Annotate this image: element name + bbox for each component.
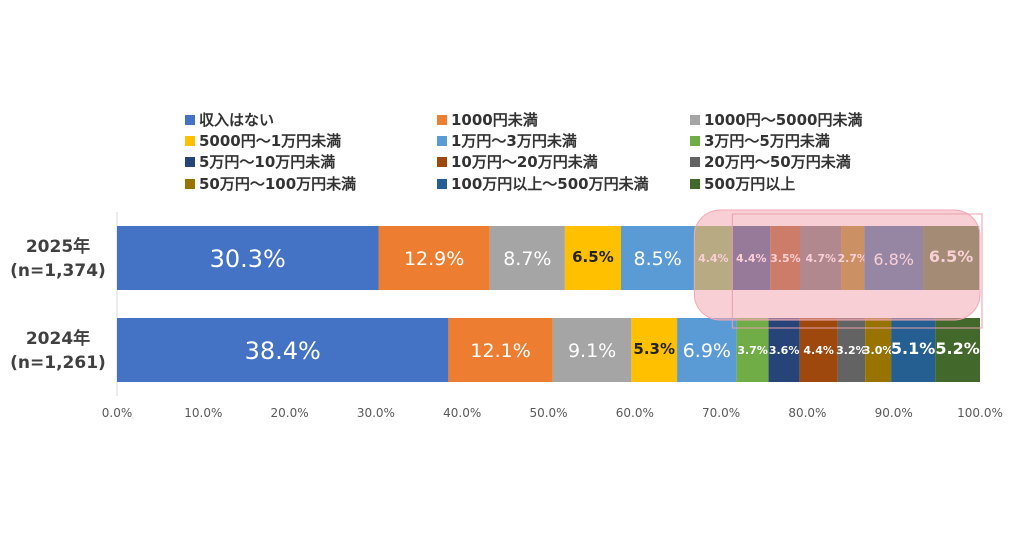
legend-label: 50万円～100万円未満 [199, 175, 356, 193]
row-labels: 2025年 (n=1,374) 2024年 (n=1,261) [10, 236, 106, 373]
x-tick-label: 90.0% [875, 406, 913, 420]
x-tick-label: 100.0% [957, 406, 1003, 420]
legend-swatch [690, 179, 700, 189]
legend-swatch [185, 179, 195, 189]
legend-item: 1000円～5000円未満 [690, 111, 863, 129]
legend-item: 50万円～100万円未満 [185, 175, 356, 193]
legend-label: 20万円～50万円未満 [704, 153, 851, 171]
bar-segment [736, 318, 769, 382]
data-label: 9.1% [568, 340, 616, 362]
bar-segment [564, 226, 621, 290]
bar-segment [378, 226, 490, 290]
data-label: 4.4% [803, 344, 834, 357]
legend-label: 3万円～5万円未満 [704, 132, 830, 150]
x-tick-label: 40.0% [443, 406, 481, 420]
bar-segment [489, 226, 565, 290]
bar-segment [677, 318, 737, 382]
bar-segment [552, 318, 632, 382]
legend-item: 収入はない [185, 111, 274, 129]
bar-segment [631, 318, 678, 382]
legend-label: 10万円～20万円未満 [451, 153, 598, 171]
data-label: 5.3% [633, 340, 675, 358]
highlight-frame [731, 213, 983, 329]
data-label: 8.7% [503, 248, 551, 270]
data-label: 5.2% [935, 339, 979, 358]
row-label-year: 2024年 [26, 328, 90, 349]
x-tick-label: 50.0% [529, 406, 567, 420]
bar-segment [117, 318, 449, 382]
data-label: 38.4% [245, 337, 321, 365]
bar-segment [891, 318, 936, 382]
data-label: 3.2% [836, 344, 867, 357]
bar-segment [865, 318, 892, 382]
legend-item: 3万円～5万円未満 [690, 132, 830, 150]
legend-item: 100万円以上～500万円未満 [437, 175, 649, 193]
legend-label: 100万円以上～500万円未満 [451, 175, 649, 193]
legend-label: 1万円～3万円未満 [451, 132, 577, 150]
x-tick-label: 70.0% [702, 406, 740, 420]
row-label-year: 2025年 [26, 236, 90, 257]
legend-label: 5万円～10万円未満 [199, 153, 335, 171]
x-axis-ticks: 0.0% 10.0% 20.0% 30.0% 40.0% 50.0% 60.0% 70.0% 8… [102, 406, 1003, 420]
legend-swatch [185, 115, 195, 125]
legend-item: 1万円～3万円未満 [437, 132, 577, 150]
highlight-overlay [693, 209, 981, 321]
x-tick-label: 0.0% [102, 406, 133, 420]
x-tick-label: 60.0% [616, 406, 654, 420]
row-label-n: (n=1,374) [10, 261, 106, 281]
x-tick-label: 80.0% [788, 406, 826, 420]
data-label: 3.6% [769, 344, 800, 357]
bar-segment [117, 226, 379, 290]
legend-label: 収入はない [199, 111, 274, 129]
legend-swatch [437, 115, 447, 125]
legend-label: 1000円未満 [451, 111, 538, 129]
data-label: 12.9% [404, 248, 464, 270]
legend-swatch [690, 136, 700, 146]
bar-segment [935, 318, 980, 382]
data-label: 6.5% [572, 248, 614, 266]
bar-segment [448, 318, 553, 382]
legend-label: 500万円以上 [704, 175, 795, 193]
legend-item: 10万円～20万円未満 [437, 153, 598, 171]
legend-swatch [690, 157, 700, 167]
data-label: 3.0% [863, 344, 894, 357]
highlight-layer [693, 209, 983, 329]
legend-swatch [185, 136, 195, 146]
legend-swatch [185, 157, 195, 167]
legend-label: 5000円～1万円未満 [199, 132, 341, 150]
legend-item: 500万円以上 [690, 175, 795, 193]
legend-item: 5000円～1万円未満 [185, 132, 341, 150]
legend-swatch [690, 115, 700, 125]
data-label: 5.1% [891, 339, 935, 358]
legend-swatch [437, 136, 447, 146]
legend-label: 1000円～5000円未満 [704, 111, 863, 129]
x-tick-label: 10.0% [184, 406, 222, 420]
x-tick-label: 20.0% [271, 406, 309, 420]
x-tick-label: 30.0% [357, 406, 395, 420]
row-label-n: (n=1,261) [10, 353, 106, 373]
bar-segment [620, 226, 695, 290]
data-label: 12.1% [470, 340, 530, 362]
data-label: 6.9% [683, 340, 731, 362]
legend-item: 5万円～10万円未満 [185, 153, 335, 171]
data-label: 3.7% [737, 344, 768, 357]
bar-segment [768, 318, 800, 382]
data-label: 8.5% [634, 248, 682, 270]
legend-swatch [437, 157, 447, 167]
legend: 収入はない 1000円未満 1000円～5000円未満 5000円～1万円未満 1万円～… [185, 111, 863, 193]
legend-item: 1000円未満 [437, 111, 538, 129]
legend-item: 20万円～50万円未満 [690, 153, 851, 171]
bar-segment [799, 318, 838, 382]
legend-swatch [437, 179, 447, 189]
data-label: 30.3% [210, 245, 286, 273]
bar-segment [837, 318, 866, 382]
